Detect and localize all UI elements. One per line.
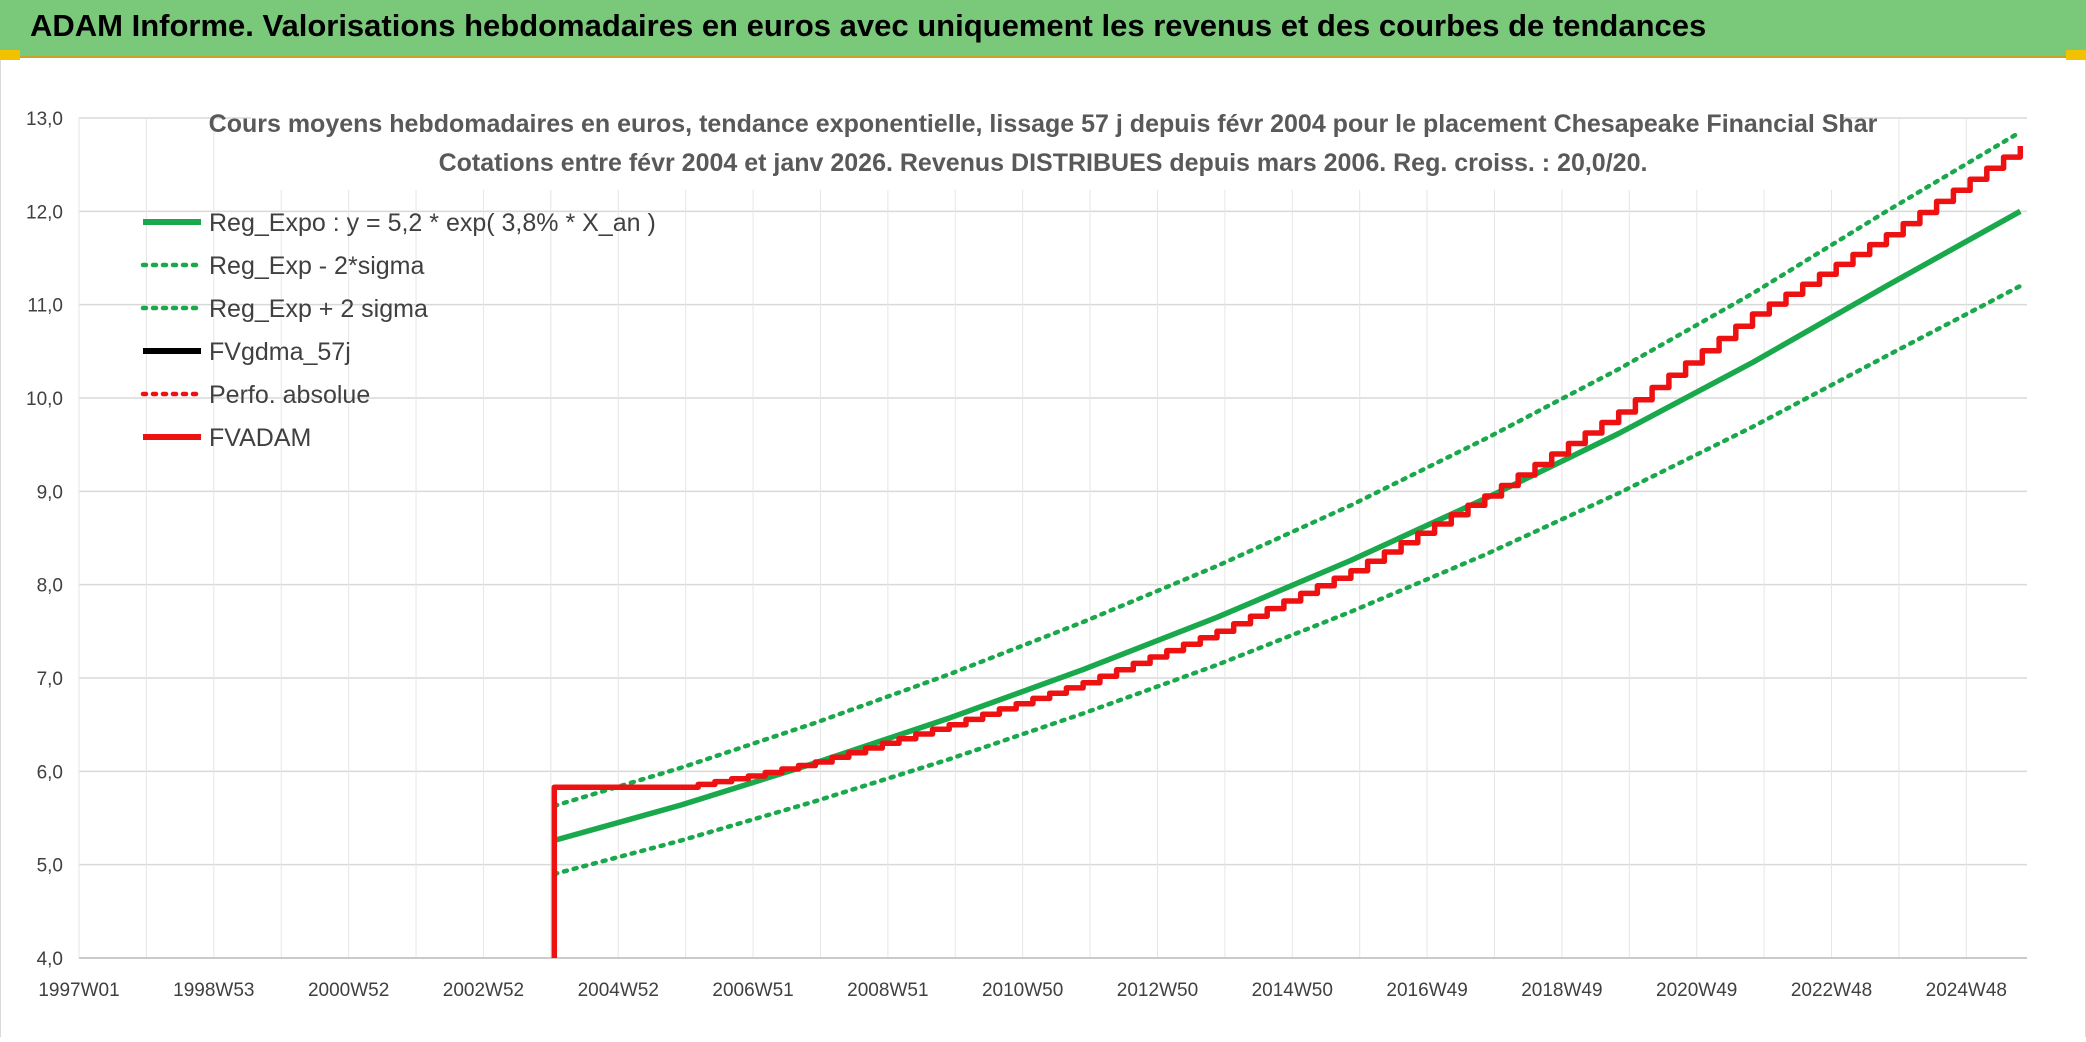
- x-tick-label: 2016W49: [1386, 980, 1467, 1001]
- x-tick-label: 2008W51: [847, 980, 928, 1001]
- legend-label: Reg_Exp + 2 sigma: [209, 295, 428, 323]
- legend-label: FVADAM: [209, 424, 311, 452]
- legend: Reg_Expo : y = 5,2 * exp( 3,8% * X_an ) R…: [140, 209, 656, 452]
- y-tick-label: 13,0: [26, 109, 63, 130]
- legend-label: Perfo. absolue: [209, 381, 370, 409]
- x-tick-label: 2004W52: [578, 980, 659, 1001]
- legend-label: Reg_Expo : y = 5,2 * exp( 3,8% * X_an ): [209, 209, 656, 237]
- x-tick-label: 2010W50: [982, 980, 1063, 1001]
- chart-title-line1: Cours moyens hebdomadaires en euros, ten…: [209, 110, 1878, 138]
- series-line-reg-expo-y-5-2-exp-3-8-x-an-: [553, 208, 2022, 844]
- header-bar: ADAM Informe. Valorisations hebdomadaire…: [0, 0, 2086, 58]
- y-tick-label: 12,0: [26, 202, 63, 223]
- x-tick-label: 2024W48: [1926, 980, 2007, 1001]
- y-tick-label: 8,0: [37, 576, 63, 597]
- chart-title-line2: Cotations entre févr 2004 et janv 2026. …: [439, 149, 1648, 177]
- legend-label: FVgdma_57j: [209, 338, 351, 366]
- y-tick-label: 9,0: [37, 482, 63, 503]
- corner-mark-right: [2066, 50, 2086, 60]
- y-tick-label: 7,0: [37, 669, 63, 690]
- series-line-reg-exp-2-sigma: [552, 129, 2023, 809]
- x-tick-label: 2012W50: [1117, 980, 1198, 1001]
- y-tick-label: 6,0: [37, 762, 63, 783]
- x-tick-label: 2006W51: [712, 980, 793, 1001]
- x-tick-label: 2022W48: [1791, 980, 1872, 1001]
- x-tick-label: 2002W52: [443, 980, 524, 1001]
- title-background: [251, 96, 1841, 190]
- y-tick-label: 5,0: [37, 856, 63, 877]
- y-axis-labels: 4,0 5,0 6,0 7,0 8,0 9,0 10,0 11,0 12,0 13,0: [26, 109, 63, 970]
- x-tick-label: 2020W49: [1656, 980, 1737, 1001]
- header-title: ADAM Informe. Valorisations hebdomadaire…: [30, 8, 1707, 43]
- x-tick-label: 1997W01: [38, 980, 119, 1001]
- y-tick-label: 10,0: [26, 389, 63, 410]
- x-tick-label: 1998W53: [173, 980, 254, 1001]
- chart-frame: 4,0 5,0 6,0 7,0 8,0 9,0 10,0 11,0 12,0 13,0 1997W…: [0, 60, 2086, 1037]
- chart-svg: 4,0 5,0 6,0 7,0 8,0 9,0 10,0 11,0 12,0 13,0 1997W…: [26, 96, 2027, 1001]
- y-tick-label: 11,0: [27, 296, 63, 317]
- x-axis-labels: 1997W01 1998W53 2000W52 2002W52 2004W52 2006W…: [38, 980, 2007, 1001]
- series-lines: [551, 129, 2024, 958]
- x-tick-label: 2000W52: [308, 980, 389, 1001]
- corner-mark-left: [0, 50, 20, 60]
- x-tick-label: 2014W50: [1252, 980, 1333, 1001]
- legend-label: Reg_Exp - 2*sigma: [209, 252, 424, 280]
- x-tick-label: 2018W49: [1521, 980, 1602, 1001]
- series-line-reg-exp-2-sigma: [552, 283, 2023, 877]
- series-line-fvadam: [551, 146, 2024, 958]
- grid-lines: [78, 117, 2027, 959]
- y-tick-label: 4,0: [37, 949, 63, 970]
